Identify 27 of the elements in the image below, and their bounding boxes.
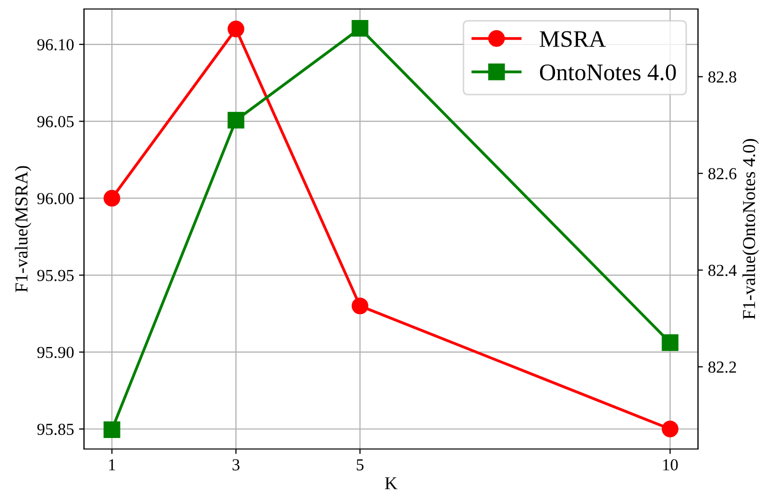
point (352, 298, 368, 314)
y2-tick-label: 82.4 (708, 264, 737, 276)
y2-axis-title: F1-value(OntoNotes 4.0) (742, 139, 759, 320)
point (662, 334, 678, 351)
point (104, 421, 120, 438)
y2-tick-label: 82.6 (708, 168, 736, 180)
y-tick-label: 96.05 (37, 116, 74, 128)
point (352, 20, 368, 37)
x-tick-label: 3 (232, 459, 240, 470)
point (228, 112, 244, 129)
point (104, 190, 120, 207)
y-tick-label: 95.95 (37, 270, 74, 282)
y-tick-label: 96.00 (37, 192, 74, 204)
y2-tick-label: 82.2 (708, 362, 736, 373)
y-axis-title: F1-value(MSRA) (14, 166, 32, 292)
y-tick-label: 95.85 (37, 424, 74, 436)
point (662, 420, 678, 438)
x-tick-label: 5 (356, 459, 364, 470)
legend-label: MSRA (540, 31, 606, 48)
legend-label: OntoNotes 4.0 (540, 64, 676, 80)
x-tick-label: 10 (663, 459, 678, 470)
y-tick-label: 96.10 (37, 39, 74, 50)
y-tick-label: 95.90 (37, 346, 74, 358)
x-axis-title: K (385, 477, 398, 490)
y2-tick-label: 82.8 (708, 71, 736, 83)
x-tick-label: 1 (109, 459, 116, 470)
point (228, 20, 244, 38)
